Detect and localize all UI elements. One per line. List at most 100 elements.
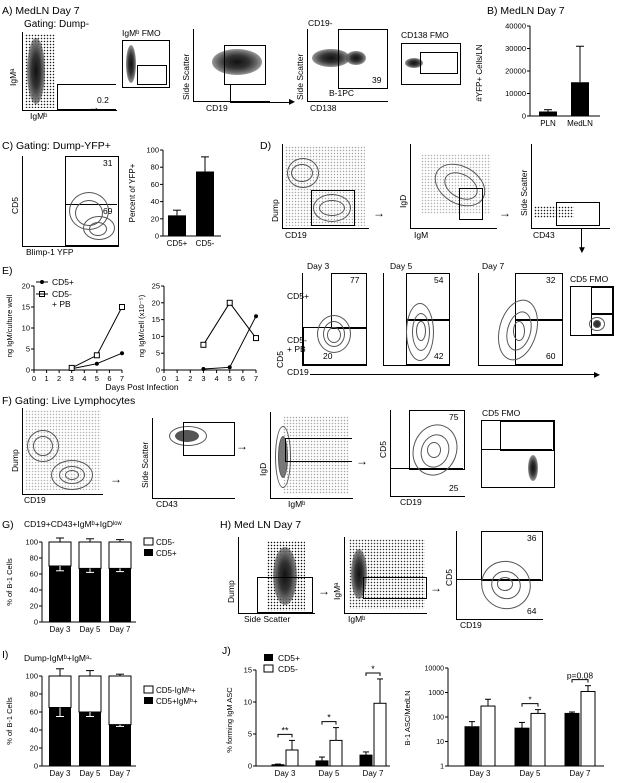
panel-d-day3-top: 77 — [350, 275, 360, 285]
panel-d-plot1 — [282, 144, 369, 229]
j1-ytick-label: 15 — [244, 666, 252, 675]
j2-ytick-label: 1 — [440, 764, 444, 771]
panel-b-label: B) MedLN Day 7 — [487, 5, 565, 17]
panel-d-x-arrow — [310, 374, 598, 375]
j1-bar — [373, 702, 387, 767]
e2-xtick-label: 5 — [228, 374, 232, 383]
panel-h-p2-x: IgMᵇ — [348, 614, 366, 624]
g-legend1-swatch — [143, 537, 154, 546]
j1-bar — [329, 739, 343, 767]
j2-sig: * — [528, 695, 532, 705]
j2-sig-bracket — [571, 679, 589, 683]
panel-g-title: CD19+CD43+IgMᵇ+IgDˡᵒʷ — [24, 519, 122, 529]
i-bar-top — [48, 675, 72, 708]
panel-h-plot3: 36 64 — [456, 531, 543, 620]
panel-j-label: J) — [222, 645, 231, 657]
arrow-h1: → — [318, 584, 330, 598]
arrow-f3: → — [356, 454, 368, 468]
panel-g-label: G) — [2, 519, 14, 531]
j1-sig-bracket — [365, 672, 381, 676]
j1-bar — [285, 749, 299, 767]
c-ytick-label: 100 — [146, 146, 159, 155]
panel-d-day7-plot: 32 60 — [478, 273, 563, 366]
panel-a-fmo2: CD138 FMO — [401, 30, 449, 40]
e2-point — [200, 341, 207, 348]
i-bar-top — [108, 675, 132, 726]
e2-xtick-label: 2 — [188, 374, 192, 383]
c-bar — [196, 171, 214, 236]
b-xtick-label: MedLN — [567, 119, 593, 128]
i-xtick-label: Day 7 — [110, 769, 131, 778]
chart-i: 0 20 40 60 80 100 % of B-1 Cells Day 3 Day 5 Day … — [5, 668, 198, 778]
e1-ytick-label: 5 — [26, 345, 30, 354]
panel-f-p4-y: CD5 — [378, 440, 388, 458]
e1-series-line — [71, 306, 123, 369]
panel-f-p1-x: CD19 — [24, 495, 46, 505]
panel-d-fmo-plot — [570, 286, 614, 336]
panel-d-day7-bot: 60 — [546, 351, 556, 361]
j1-sig: * — [371, 664, 375, 674]
panel-d-cd5neg: CD5- + PB — [287, 335, 307, 354]
panel-d-plot2 — [410, 144, 497, 229]
panel-d-p2-y: IgD — [398, 194, 408, 208]
c-ylabel: Percent of YFP+ — [128, 163, 137, 222]
arrow-a2-head: ▸ — [289, 94, 296, 108]
c-bar — [168, 215, 186, 236]
b-xtick-label: PLN — [540, 119, 556, 128]
i-bar-top — [78, 675, 102, 713]
e2-ytick-label: 15 — [152, 315, 160, 324]
panel-a-p3-x: CD138 — [310, 103, 337, 113]
e2-ytick-label: 5 — [156, 349, 160, 358]
j1-xtick-label: Day 3 — [275, 769, 296, 778]
j1-sig: * — [327, 713, 331, 723]
e2-ytick-label: 0 — [156, 366, 160, 375]
j1-bar — [359, 754, 373, 767]
b-ytick-label: 10000 — [505, 89, 526, 98]
panel-d-day3-bot: 20 — [323, 351, 333, 361]
panel-e-label: E) — [2, 265, 13, 277]
g-xtick-label: Day 3 — [50, 625, 71, 634]
panel-f-p2-x: CD43 — [156, 499, 178, 509]
e2-series-line — [203, 316, 257, 370]
j2-xtick-label: Day 3 — [470, 769, 491, 778]
panel-a-plot3: 39 — [307, 29, 388, 102]
c-ytick-label: 60 — [151, 180, 159, 189]
g-bar-bottom — [109, 568, 131, 622]
panel-f-label: F) Gating: Live Lymphocytes — [2, 395, 136, 407]
panel-h-label: H) Med LN Day 7 — [220, 519, 302, 531]
j1-ytick-label: 0 — [248, 762, 252, 771]
panel-c-plot: 31 69 — [22, 156, 119, 247]
j2-bar — [464, 726, 480, 767]
panel-d-day3: Day 3 — [307, 261, 330, 271]
j2-sig: p=0.08 — [567, 671, 594, 681]
panel-i-title: Dump-IgMᵇ+IgMᵃ- — [24, 653, 93, 663]
e1-xtick-label: 6 — [107, 374, 111, 383]
panel-h-p1-y: Dump — [226, 580, 236, 603]
panel-d-day7: Day 7 — [482, 261, 505, 271]
panel-i-label: I) — [2, 649, 9, 661]
panel-a-p3-gate: B-1PC — [329, 88, 355, 98]
i-xtick-label: Day 5 — [80, 769, 101, 778]
panel-a-p3-y: Side Scatter — [295, 53, 305, 100]
e1-xtick-label: 7 — [120, 374, 124, 383]
panel-f-plot2 — [152, 418, 235, 499]
e2-xtick-label: 3 — [201, 374, 205, 383]
panel-a-yaxis: IgMᵃ — [8, 68, 18, 86]
e1-xtick-label: 3 — [70, 374, 74, 383]
g-legend1: CD5- — [156, 538, 175, 547]
panel-a-fmo2-plot — [401, 43, 461, 85]
panel-c-label: C) Gating: Dump-YFP+ — [2, 140, 111, 152]
panel-h-p3-y: CD5 — [444, 568, 454, 586]
j1-sig: ** — [281, 725, 289, 735]
j2-bar — [564, 712, 580, 767]
g-ytick-label: 60 — [30, 570, 38, 579]
arrow-a2 — [230, 84, 293, 103]
i-bar-bottom — [79, 712, 101, 766]
i-bar-bottom — [109, 724, 131, 766]
e2-xtick-label: 1 — [175, 374, 179, 383]
e-legend2b: + PB — [52, 299, 71, 309]
j2-xtick-label: Day 5 — [520, 769, 541, 778]
e2-ytick-label: 25 — [152, 282, 160, 291]
g-bar-top — [48, 541, 72, 567]
e2-point — [227, 365, 232, 370]
